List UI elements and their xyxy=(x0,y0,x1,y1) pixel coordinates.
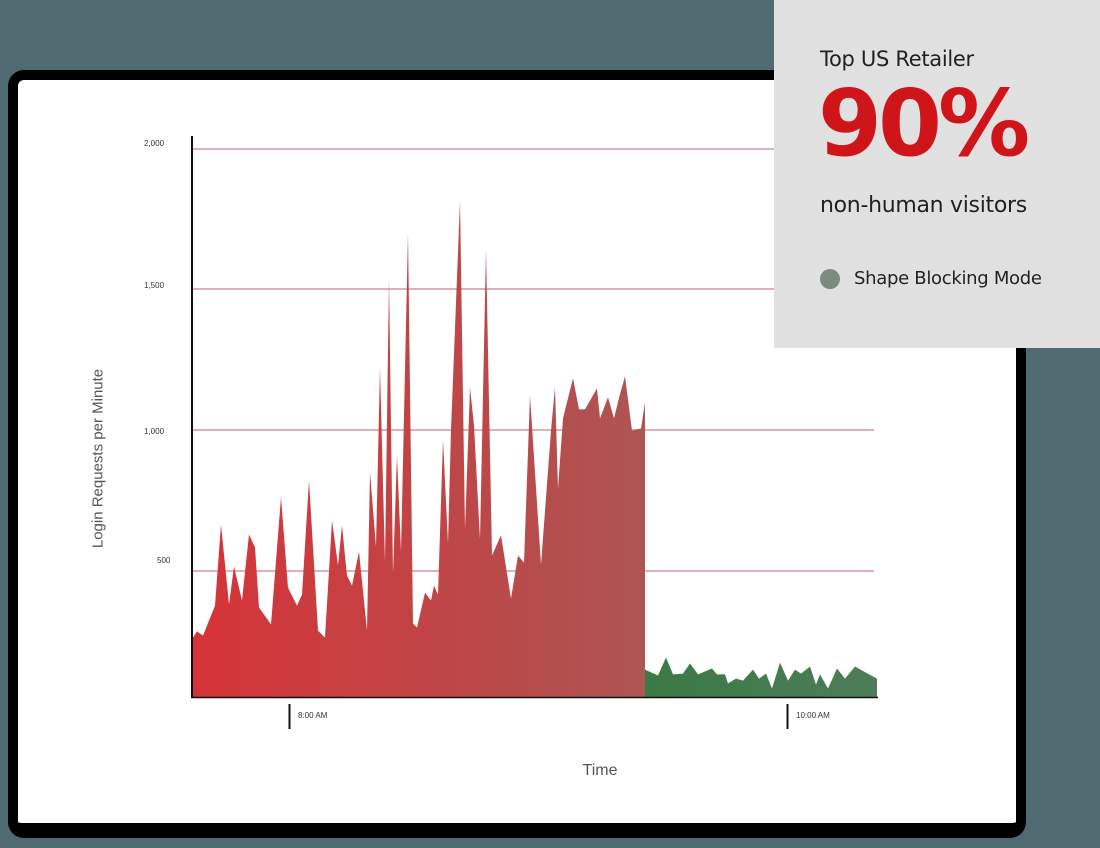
stat-description: non-human visitors xyxy=(820,193,1027,218)
legend: Shape Blocking Mode xyxy=(820,268,1042,289)
stat-value: 90% xyxy=(818,70,1030,177)
y-axis-title: Login Requests per Minute xyxy=(89,368,107,549)
stat-panel: Top US Retailer 90% non-human visitors S… xyxy=(774,0,1100,348)
x-tick-label-8am: 8:00 AM xyxy=(298,711,328,720)
y-tick-2000: 2,000 xyxy=(144,139,165,148)
area-series-blocking xyxy=(645,657,877,697)
x-axis-title: Time xyxy=(582,762,618,779)
legend-dot-icon xyxy=(820,268,840,289)
x-tick-label-10am: 10:00 AM xyxy=(796,711,830,720)
panel-subtitle: Top US Retailer xyxy=(820,47,974,71)
y-tick-500: 500 xyxy=(157,556,171,565)
y-tick-1500: 1,500 xyxy=(144,281,165,290)
y-tick-1000: 1,000 xyxy=(144,427,165,436)
area-series-before xyxy=(193,200,645,697)
legend-label: Shape Blocking Mode xyxy=(854,268,1042,289)
